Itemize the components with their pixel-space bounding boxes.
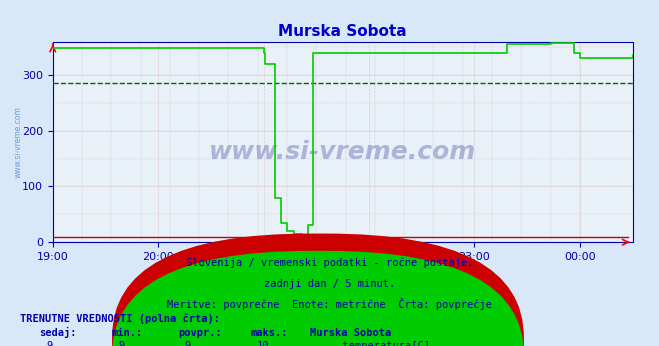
Text: 9: 9 [119,342,125,346]
Text: www.si-vreme.com: www.si-vreme.com [13,106,22,178]
Text: temperatura[C]: temperatura[C] [330,342,430,346]
Text: min.:: min.: [112,328,143,338]
Text: maks.:: maks.: [250,328,288,338]
Text: zadnji dan / 5 minut.: zadnji dan / 5 minut. [264,279,395,289]
Title: Murska Sobota: Murska Sobota [278,24,407,39]
Text: TRENUTNE VREDNOSTI (polna črta):: TRENUTNE VREDNOSTI (polna črta): [20,313,219,324]
Text: povpr.:: povpr.: [178,328,221,338]
Text: 10: 10 [257,342,270,346]
Text: sedaj:: sedaj: [40,327,77,338]
Text: Murska Sobota: Murska Sobota [310,328,391,338]
Text: Slovenija / vremenski podatki - ročne postaje.: Slovenija / vremenski podatki - ročne po… [186,258,473,268]
Text: 9: 9 [185,342,190,346]
Text: Meritve: povprečne  Enote: metrične  Črta: povprečje: Meritve: povprečne Enote: metrične Črta:… [167,298,492,310]
Text: 9: 9 [46,342,52,346]
Text: www.si-vreme.com: www.si-vreme.com [209,140,476,164]
